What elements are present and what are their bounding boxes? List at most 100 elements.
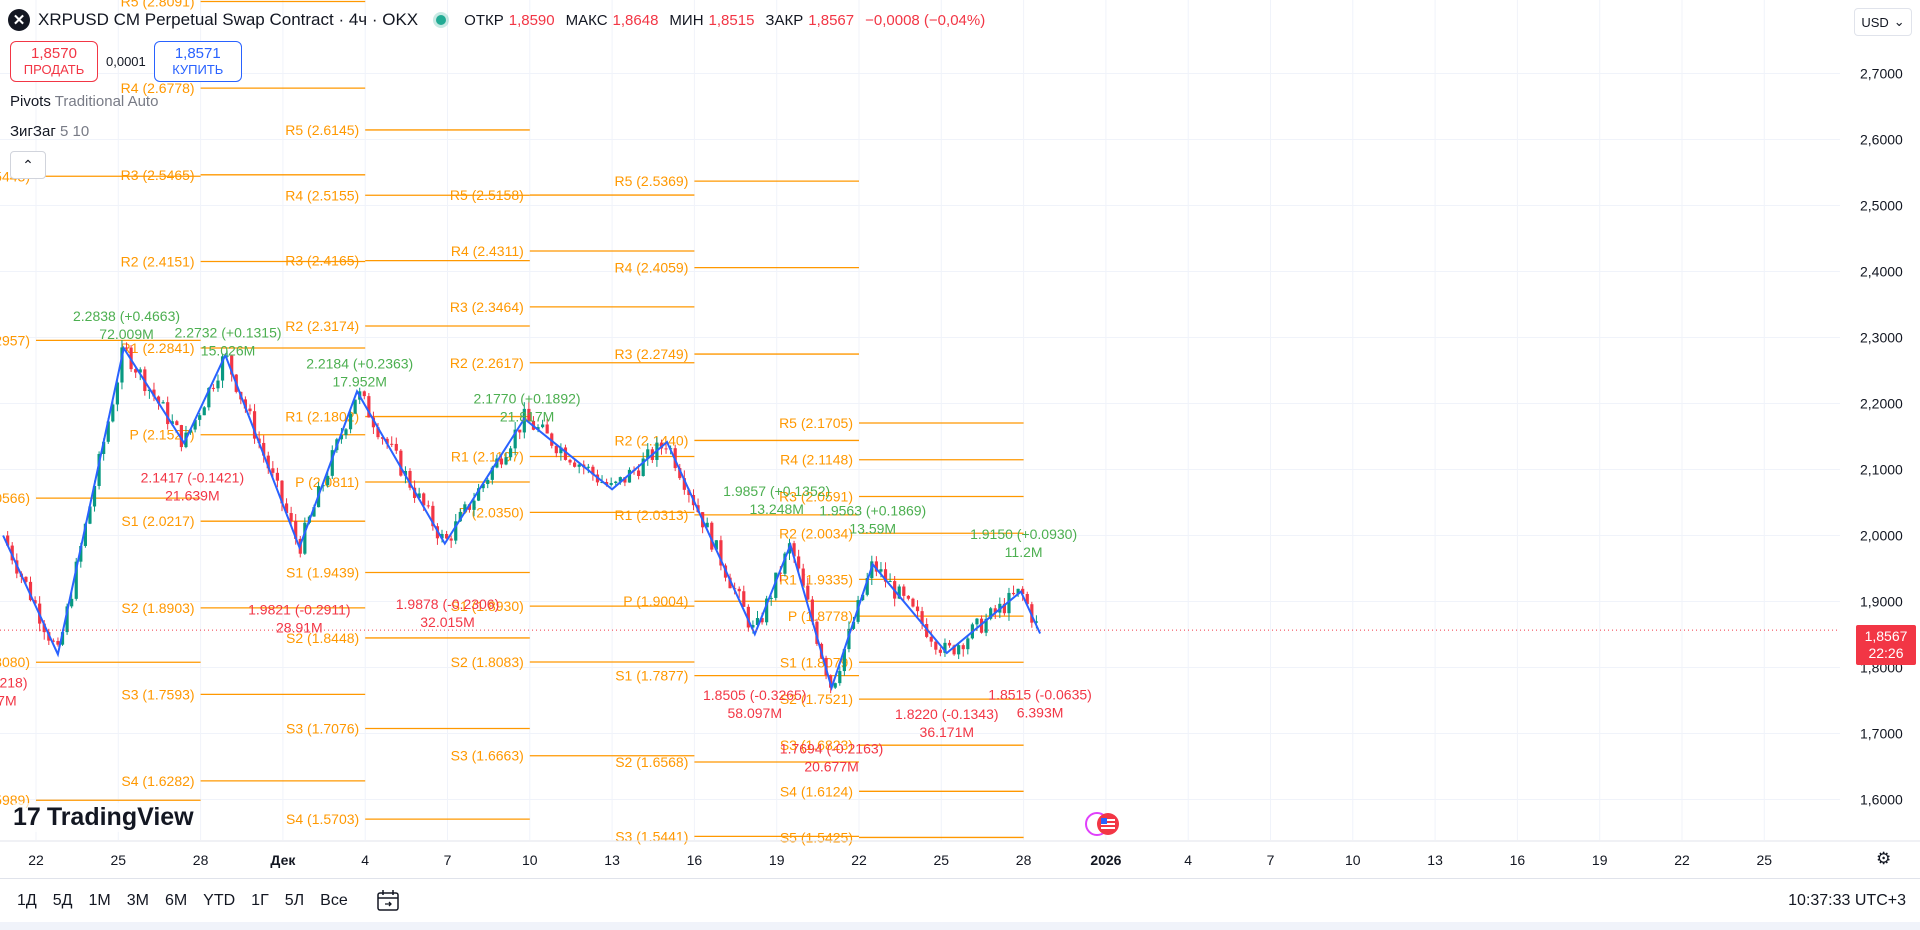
candle-body xyxy=(198,415,202,420)
x-tick-label: 13 xyxy=(604,852,620,868)
pivot-label: R4 (2.5155) xyxy=(285,187,359,203)
range-button-5y[interactable]: 5Л xyxy=(284,892,305,909)
clock-time[interactable]: 10:37:33 UTC+3 xyxy=(1788,892,1906,909)
candle-body xyxy=(504,457,508,465)
tradingview-logo[interactable]: 17 TradingView xyxy=(13,803,194,832)
candle-body xyxy=(518,429,522,433)
sell-button[interactable]: 1,8570 ПРОДАТЬ xyxy=(10,41,98,82)
candle-body xyxy=(312,507,316,517)
candle-body xyxy=(124,347,129,349)
candle-body xyxy=(943,642,947,653)
close-label: ЗАКР xyxy=(765,11,804,29)
candle-body xyxy=(641,458,645,476)
zigzag-indicator-legend[interactable]: ЗигЗаг 5 10 xyxy=(10,123,89,140)
candle-body xyxy=(938,649,942,653)
range-button-ytd[interactable]: YTD xyxy=(203,892,236,909)
candle-body xyxy=(161,402,165,404)
zigzag-indicator: 75 (-0.4218) 32.197M 2.2838 (+0.4663) 72.00… xyxy=(0,308,1840,775)
range-button-6m[interactable]: 6М xyxy=(164,892,188,909)
buy-label: КУПИТЬ xyxy=(172,61,224,77)
x-tick-label: 10 xyxy=(522,852,538,868)
low-label: МИН xyxy=(669,11,704,29)
pivot-label: S4 (1.6282) xyxy=(121,773,194,789)
candle-body xyxy=(362,391,366,397)
pivot-label: R4 (2.1148) xyxy=(780,452,853,468)
candle-body xyxy=(545,424,549,434)
candle-body xyxy=(431,505,435,527)
candle-body xyxy=(202,407,206,416)
okx-logo-icon: ✕ xyxy=(8,9,30,31)
candle-body xyxy=(271,468,275,473)
buy-button[interactable]: 1,8571 КУПИТЬ xyxy=(153,41,242,82)
candle-body xyxy=(92,485,97,507)
candle-body xyxy=(719,540,723,566)
range-button-all[interactable]: Все xyxy=(320,892,348,909)
candle-body xyxy=(605,481,609,485)
pivot-label: R2 (2.3174) xyxy=(285,318,359,334)
zigzag-label-volume: 28.91M xyxy=(276,619,323,635)
candle-body xyxy=(376,427,380,438)
axis-settings-icon[interactable]: ⚙ xyxy=(1876,849,1892,868)
y-tick-label: 2,5000 xyxy=(1860,198,1903,214)
trade-panel: 1,8570 ПРОДАТЬ 0,0001 1,8571 КУПИТЬ xyxy=(10,41,242,82)
candle-body xyxy=(778,572,782,574)
candle-body xyxy=(156,396,161,404)
zigzag-label-value: 2.2838 (+0.4663) xyxy=(73,308,180,324)
candle-body xyxy=(449,538,453,541)
zigzag-label-volume: 6.393M xyxy=(1017,705,1064,721)
candle-body xyxy=(56,640,60,645)
candle-body xyxy=(1034,621,1039,623)
candle-body xyxy=(920,611,924,625)
zigzag-label-volume: 17.952M xyxy=(332,374,386,390)
candle-body xyxy=(541,424,545,428)
range-button-5d[interactable]: 5Д xyxy=(52,892,73,909)
symbol-title[interactable]: XRPUSD CM Perpetual Swap Contract · 4ч ·… xyxy=(38,10,419,29)
candle-body xyxy=(51,640,55,642)
candle-body xyxy=(847,628,851,650)
x-tick-label: 7 xyxy=(444,852,452,868)
candle-body xyxy=(33,600,37,604)
candle-body xyxy=(463,504,467,512)
candle-body xyxy=(83,523,87,546)
zigzag-label-value: 75 (-0.4218) xyxy=(0,674,28,690)
bottom-strip xyxy=(0,922,1920,930)
x-tick-label: 19 xyxy=(769,852,785,868)
chevron-down-icon: ⌄ xyxy=(1893,14,1905,29)
candle-body xyxy=(243,399,248,409)
range-button-1d[interactable]: 1Д xyxy=(17,892,37,909)
candle-body xyxy=(399,450,403,476)
calendar-range-icon[interactable] xyxy=(375,889,401,913)
zigzag-label-value: 2.1770 (+0.1892) xyxy=(474,391,581,407)
candle-body xyxy=(262,442,266,456)
candle-body xyxy=(111,404,115,422)
range-button-1m[interactable]: 1М xyxy=(88,892,111,909)
currency-select[interactable]: USD ⌄ xyxy=(1854,8,1912,36)
candle-body xyxy=(70,598,74,607)
currency-label: USD xyxy=(1861,14,1889,30)
zigzag-label-volume: 32.197M xyxy=(0,692,17,708)
candle-body xyxy=(230,355,234,375)
collapse-legend-button[interactable]: ⌃ xyxy=(10,151,46,179)
zigzag-label-value: 1.7694 (-0.2163) xyxy=(780,741,884,757)
range-button-1y[interactable]: 1Г xyxy=(251,892,269,909)
pivot-label: S2 (1.8903) xyxy=(121,600,194,616)
x-tick-label: 22 xyxy=(1674,852,1690,868)
y-tick-label: 1,9000 xyxy=(1860,594,1903,610)
candle-body xyxy=(385,438,389,444)
candle-body xyxy=(65,606,69,633)
x-tick-label: Дек xyxy=(270,852,296,868)
candle-body xyxy=(353,399,357,414)
events-flag-icon[interactable] xyxy=(1084,811,1124,837)
candle-countdown: 22:26 xyxy=(1868,645,1904,661)
pivot-label: S1 (1.9439) xyxy=(286,565,359,581)
sell-price: 1,8570 xyxy=(31,44,77,62)
pivot-label: R2 (2.2617) xyxy=(450,355,524,371)
candle-body xyxy=(371,417,376,428)
candle-body xyxy=(879,569,883,572)
candle-body xyxy=(88,506,92,524)
candle-body xyxy=(637,470,641,476)
pivots-indicator-legend[interactable]: Pivots Traditional Auto xyxy=(10,93,158,110)
range-button-3m[interactable]: 3М xyxy=(126,892,149,909)
candle-body xyxy=(294,521,298,539)
